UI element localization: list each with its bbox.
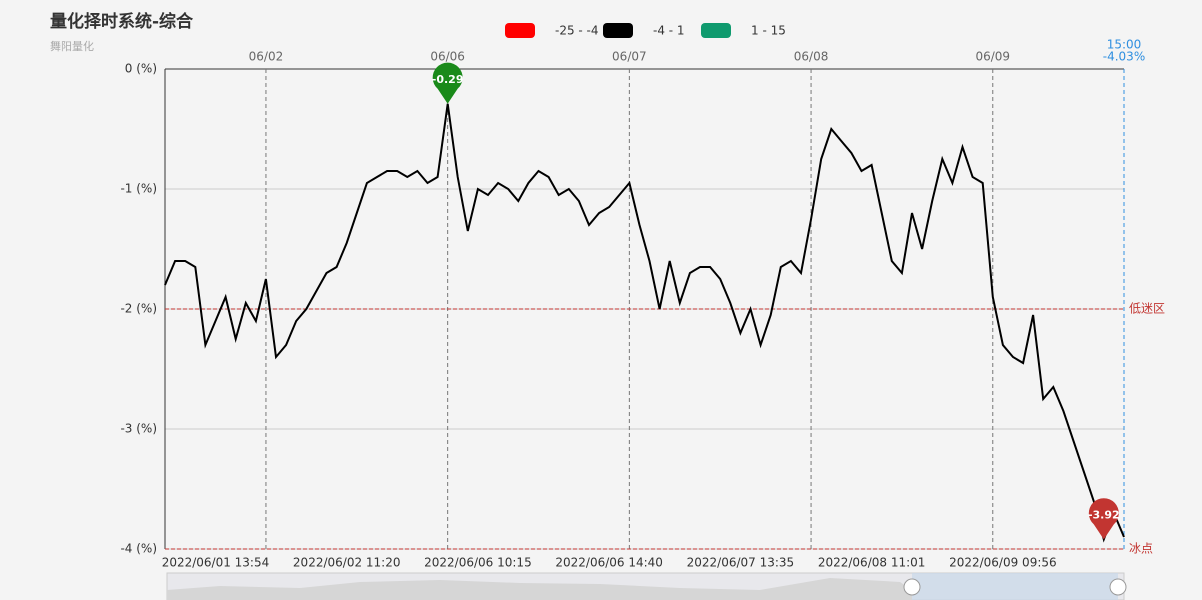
top-tick-label: 06/06 [430, 50, 465, 64]
legend-label: 1 - 15 [751, 24, 786, 38]
pin-label: -0.29 [432, 73, 464, 86]
pin [432, 62, 463, 104]
legend-swatch [603, 23, 633, 38]
mark-line-label: 冰点 [1129, 542, 1153, 556]
top-tick-label: 06/09 [975, 50, 1010, 64]
legend-label: -4 - 1 [653, 24, 685, 38]
pin-label: -3.92 [1088, 508, 1120, 521]
end-value: -4.03% [1103, 50, 1145, 64]
top-tick-label: 06/02 [249, 50, 284, 64]
y-tick-label: -3 (%) [120, 422, 157, 436]
chart-subtitle: 舞阳量化 [50, 39, 94, 53]
zoom-handle[interactable] [1109, 578, 1127, 596]
y-tick-label: 0 (%) [125, 62, 157, 76]
y-tick-label: -4 (%) [120, 542, 157, 556]
data-zoom[interactable] [166, 572, 1127, 600]
y-tick-label: -1 (%) [120, 182, 157, 196]
x-tick-label: 2022/06/08 11:01 [818, 556, 926, 570]
zoom-window[interactable] [912, 573, 1118, 600]
x-tick-label: 2022/06/06 10:15 [424, 556, 532, 570]
legend-swatch [505, 23, 535, 38]
legend-swatch [701, 23, 731, 38]
x-tick-label: 2022/06/07 13:35 [687, 556, 795, 570]
x-tick-label: 2022/06/02 11:20 [293, 556, 401, 570]
top-tick-label: 06/08 [794, 50, 829, 64]
x-tick-label: 2022/06/09 09:56 [949, 556, 1057, 570]
x-tick-label: 2022/06/06 14:40 [555, 556, 663, 570]
x-tick-label: 2022/06/01 13:54 [162, 556, 270, 570]
mark-line-label: 低迷区 [1129, 302, 1165, 316]
top-tick-label: 06/07 [612, 50, 647, 64]
line [164, 103, 1125, 543]
zoom-preview [167, 578, 912, 600]
y-tick-label: -2 (%) [120, 302, 157, 316]
zoom-handle[interactable] [903, 578, 921, 596]
chart-title: 量化择时系统-综合 [50, 11, 194, 32]
pin [1088, 498, 1119, 540]
legend-label: -25 - -4 [555, 24, 599, 38]
end-time: 15:00 [1107, 38, 1142, 52]
